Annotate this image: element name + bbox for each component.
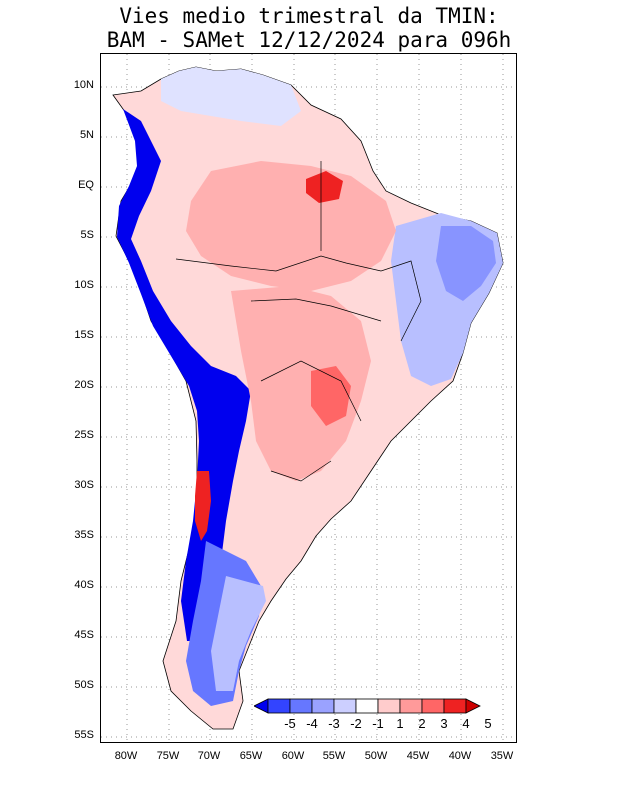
lon-label: 80W — [114, 750, 138, 762]
lat-label: 45S — [74, 629, 94, 641]
lat-label: 15S — [74, 329, 94, 341]
lon-label: 65W — [239, 750, 263, 762]
colorbar: -5 -4 -3 -2 -1 1 2 3 4 5 — [254, 698, 492, 731]
andes-blue-band — [117, 109, 251, 641]
lat-label: 55S — [74, 729, 94, 741]
map-title-line1: Vies medio trimestral da TMIN: — [119, 4, 499, 28]
colorbar-label: 1 — [396, 716, 403, 731]
lon-label: 40W — [448, 750, 472, 762]
lon-label: 35W — [490, 750, 514, 762]
colorbar-box — [443, 698, 467, 714]
country-borders — [175, 161, 422, 482]
lat-label: 10N — [73, 79, 94, 91]
colorbar-box — [377, 698, 401, 714]
lat-label: 25S — [74, 429, 94, 441]
lat-label: 30S — [74, 479, 94, 491]
lat-label: EQ — [78, 179, 94, 191]
colorbar-box — [311, 698, 335, 714]
lat-label: 5N — [79, 129, 94, 141]
colorbar-box — [289, 698, 313, 714]
lat-label: 10S — [74, 279, 94, 291]
lon-label: 50W — [364, 750, 388, 762]
map-svg — [101, 54, 516, 742]
lat-label: 20S — [74, 379, 94, 391]
colorbar-label: -1 — [372, 716, 384, 731]
lat-label: 40S — [74, 579, 94, 591]
central-red — [231, 286, 371, 481]
lat-label: 50S — [74, 679, 94, 691]
colorbar-label: 3 — [440, 716, 447, 731]
colorbar-box — [399, 698, 423, 714]
lon-label: 70W — [197, 750, 221, 762]
colorbar-box — [421, 698, 445, 714]
colorbar-label: 4 — [462, 716, 469, 731]
northeast-brazil-midblue — [436, 226, 496, 301]
colorbar-label: -5 — [284, 716, 296, 731]
lat-label: 35S — [74, 529, 94, 541]
colorbar-arrow-right — [465, 698, 481, 714]
map-title-line2: BAM - SAMet 12/12/2024 para 096h — [106, 28, 512, 52]
colorbar-box — [333, 698, 357, 714]
amazon-hotspot — [306, 171, 343, 203]
patagonia-light-blue — [211, 576, 266, 691]
chile-red-streak — [195, 471, 211, 541]
colorbar-label: -4 — [306, 716, 318, 731]
lon-label: 75W — [156, 750, 180, 762]
colorbar-label: 5 — [484, 716, 491, 731]
lon-label: 60W — [281, 750, 305, 762]
lon-label: 55W — [322, 750, 346, 762]
colorbar-box — [355, 698, 379, 714]
colorbar-label: -2 — [350, 716, 362, 731]
colorbar-label: -3 — [328, 716, 340, 731]
colorbar-label: 2 — [418, 716, 425, 731]
lat-label: 5S — [80, 229, 94, 241]
colorbar-arrow-left — [254, 698, 269, 714]
colorbar-boxes — [254, 698, 481, 714]
north-coast-blue — [161, 67, 301, 126]
amazon-red — [186, 161, 396, 291]
lon-label: 45W — [406, 750, 430, 762]
colorbar-labels: -5 -4 -3 -2 -1 1 2 3 4 5 — [284, 716, 491, 731]
map-frame — [100, 53, 517, 743]
colorbar-box — [267, 698, 291, 714]
